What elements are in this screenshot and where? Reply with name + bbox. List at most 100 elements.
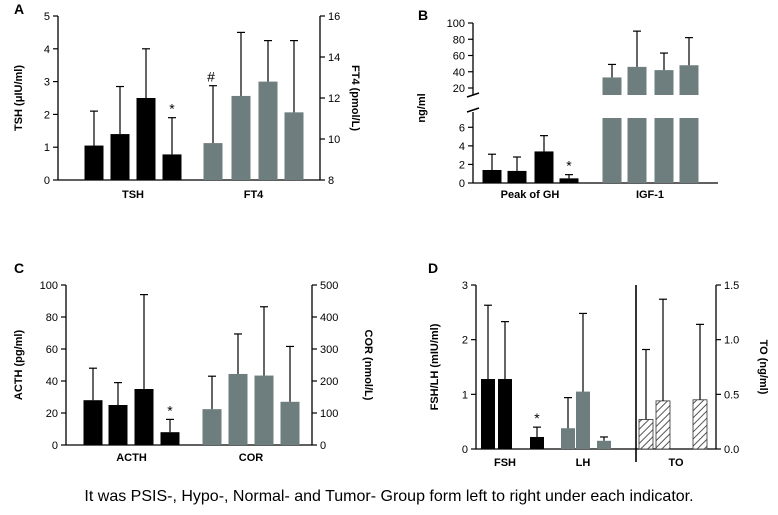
panel-a-left-y-axis-tick-label: 3: [44, 77, 50, 89]
panel-b-y-tick-label: 60: [453, 51, 465, 63]
panel-label-d: D: [428, 260, 438, 276]
panel-d-left-y-axis-tick-label: 1: [462, 389, 468, 401]
panel-c-bar-acth-3-significance-mark: *: [167, 402, 173, 418]
panel-d-right-y-label: TO (ng/ml): [757, 340, 769, 395]
panel-b-bar-igf1-1-lower: [627, 118, 647, 183]
panel-d-category-label: LH: [576, 457, 591, 469]
panel-b-y-tick-label: 4: [459, 141, 465, 153]
panel-a-bar-ft4-3: [284, 112, 304, 180]
panel-d-right-y-axis-tick-label: 1.0: [724, 335, 739, 347]
panel-a-right-y-axis-tick-label: 8: [328, 175, 334, 187]
panel-b-y-label: ng/ml: [416, 93, 428, 122]
panel-c-left-y-axis-tick-label: 20: [46, 408, 58, 420]
figure-caption: It was PSIS-, Hypo-, Normal- and Tumor- …: [84, 488, 694, 505]
panel-d-left-y-axis-tick-label: 0: [462, 444, 468, 456]
panel-c-right-y-label: COR (nmol/L): [362, 330, 374, 401]
panel-d-bar-fsh-2-significance-mark: *: [534, 410, 540, 426]
panel-c-right-y-axis-tick-label: 400: [320, 312, 338, 324]
panel-a-left-y-axis-tick-label: 4: [44, 44, 50, 56]
panel-c-right-y-axis-tick-label: 0: [320, 440, 326, 452]
panel-d-category-label: FSH: [494, 457, 516, 469]
panel-a-bar-tsh-3-significance-mark: *: [169, 101, 175, 117]
panel-d-left-y-axis-tick-label: 3: [462, 280, 468, 292]
panel-a-right-y-axis-tick-label: 12: [328, 93, 340, 105]
panel-c-left-y-axis-tick-label: 80: [46, 312, 58, 324]
panel-a-bar-ft4-2: [258, 81, 278, 180]
panel-b-bar-igf1-0-lower: [602, 118, 622, 183]
panel-b-y-tick-label: 0: [459, 178, 465, 190]
panel-d-bar-lh-1: [576, 391, 590, 449]
panel-a-left-y-axis-tick-label: 0: [44, 175, 50, 187]
panel-a-right-y-axis-tick-label: 10: [328, 134, 340, 146]
panel-c-bar-cor-1: [228, 373, 248, 445]
panel-c-left-y-axis-tick-label: 40: [46, 376, 58, 388]
panel-b-category-label: Peak of GH: [501, 189, 560, 201]
panel-d-bar-fsh-0: [481, 379, 495, 449]
panel-a-category-label: TSH: [122, 189, 144, 201]
panel-b-y-tick-label: 80: [453, 34, 465, 46]
panel-d-bar-fsh-2: [530, 436, 544, 449]
panel-c-bar-acth-2: [134, 389, 154, 445]
panel-a-category-label: FT4: [244, 189, 264, 201]
panel-d-bar-to-0: [638, 419, 654, 450]
panel-b-bar-igf1-2-lower: [654, 118, 674, 183]
panel-c-right-y-axis-tick-label: 100: [320, 408, 338, 420]
panel-c-right-y-axis-tick-label: 200: [320, 376, 338, 388]
panel-c-left-y-axis-tick-label: 60: [46, 344, 58, 356]
panel-d-right-y-axis-tick-label: 1.5: [724, 280, 739, 292]
panel-b-bar-gh-3-significance-mark: *: [566, 158, 572, 174]
panel-d-bar-lh-0: [561, 428, 575, 449]
panel-c-left-y-axis-tick-label: 0: [52, 440, 58, 452]
panel-a-bar-tsh-1: [110, 134, 130, 180]
panel-d-right-y-axis-tick-label: 0.5: [724, 389, 739, 401]
panel-c-bar-cor-2: [254, 375, 274, 445]
panel-a-right-y-axis-tick-label: 16: [328, 11, 340, 23]
panel-a-right-y-label: FT4 (pmol/L): [349, 65, 361, 131]
panel-d-right-y-axis-tick-label: 0.0: [724, 444, 739, 456]
panel-b-axis-break: [466, 92, 480, 98]
panel-d-bar-lh-3: [597, 440, 611, 449]
panel-label-a: A: [14, 1, 24, 17]
panel-b-bar-gh-1: [507, 170, 527, 183]
panel-a-right-y-axis-tick-label: 14: [328, 52, 340, 64]
panel-d-bar-to-1: [655, 400, 671, 450]
panel-c-left-y-axis-tick-label: 100: [40, 280, 58, 292]
panel-a-left-y-axis-tick-label: 2: [44, 109, 50, 121]
panel-d-category-label: TO: [668, 457, 684, 469]
panel-d-left-y-label: FSH/LH (mIU/ml): [429, 323, 441, 410]
panel-d-bar-to-3: [692, 399, 708, 450]
panel-c-bar-acth-1: [108, 405, 128, 445]
panel-b-axis-break: [466, 107, 480, 113]
panel-a-left-y-axis-tick-label: 1: [44, 142, 50, 154]
panel-b-y-tick-label: 40: [453, 67, 465, 79]
panel-a-bar-ft4-1: [231, 95, 251, 180]
panel-b-bar-gh-3: [559, 178, 579, 183]
panel-b-bar-gh-0: [482, 170, 502, 183]
panel-a-left-y-label: TSH (μIU/ml): [13, 65, 25, 131]
panel-b-y-tick-label: 2: [459, 159, 465, 171]
panel-c-bar-acth-3: [160, 432, 180, 445]
panel-c-right-y-axis-tick-label: 500: [320, 280, 338, 292]
panel-c-category-label: COR: [239, 452, 264, 464]
panel-b-bar-igf1-3-lower: [679, 118, 699, 183]
panel-a-left-y-axis-tick-label: 5: [44, 11, 50, 23]
panel-b-y-tick-label: 100: [447, 18, 465, 30]
panel-b-bar-gh-2: [534, 151, 554, 183]
panel-a-bar-ft4-0-significance-mark: #: [207, 69, 215, 85]
panel-a-bar-ft4-0: [203, 143, 223, 180]
panel-a-bar-tsh-2: [136, 98, 156, 180]
panel-b-bar-igf1-0-upper: [602, 77, 622, 95]
panel-label-b: B: [418, 7, 428, 23]
panel-b-y-tick-label: 20: [453, 83, 465, 95]
panel-b-category-label: IGF-1: [636, 189, 664, 201]
panel-c-bar-acth-0: [83, 400, 103, 445]
panel-label-c: C: [14, 260, 24, 276]
panel-c-left-y-label: ACTH (pg/ml): [13, 330, 25, 401]
panel-d-left-y-axis-tick-label: 2: [462, 335, 468, 347]
panel-a-bar-tsh-3: [162, 154, 182, 180]
panel-b-y-tick-label: 6: [459, 122, 465, 134]
panel-c-right-y-axis-tick-label: 300: [320, 344, 338, 356]
panel-c-bar-cor-3: [280, 401, 300, 445]
panel-d-bar-fsh-1: [498, 379, 512, 449]
